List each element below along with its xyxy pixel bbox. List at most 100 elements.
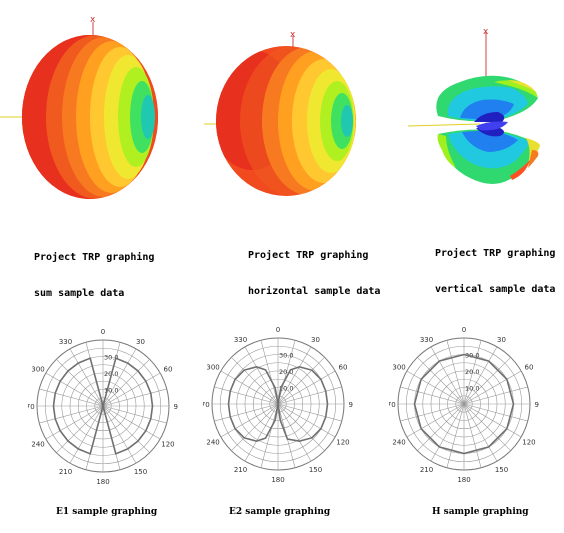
polar-caption-e1: E1 sample graphing xyxy=(56,507,158,517)
polar-spoke xyxy=(277,403,342,422)
polar-angle-tick: 330 xyxy=(420,336,433,344)
polar-spoke xyxy=(231,403,279,451)
pattern-3d-horizontal: x xyxy=(190,0,370,210)
polar-spoke xyxy=(214,403,279,422)
polar-series-line xyxy=(227,366,329,442)
polar-spoke xyxy=(463,386,528,405)
polar-spoke xyxy=(102,405,161,440)
pattern-3d-vertical: x xyxy=(390,0,564,210)
caption-vertical-line1: Project TRP graphing xyxy=(435,248,556,259)
polar-spoke xyxy=(69,405,104,464)
polar-spoke xyxy=(39,388,104,407)
z-axis-label: x xyxy=(90,15,96,25)
polar-spoke xyxy=(244,403,279,462)
polar-spoke xyxy=(277,370,336,405)
polar-spoke xyxy=(260,340,279,405)
polar-radial-tick: 10.0 xyxy=(104,387,118,395)
polar-series-line xyxy=(52,357,154,455)
polar-angle-tick: 90 xyxy=(174,403,178,411)
polar-spoke xyxy=(406,403,465,438)
polar-angle-tick: 60 xyxy=(163,366,172,374)
polar-radial-tick: 30.0 xyxy=(104,354,118,362)
caption-horizontal: Project TRP graphing horizontal sample d… xyxy=(248,226,380,310)
polar-angle-tick: 300 xyxy=(206,364,219,372)
polar-angle-tick: 240 xyxy=(31,441,44,449)
polar-spoke xyxy=(463,370,522,405)
polar-spoke xyxy=(463,346,498,405)
polar-angle-tick: 150 xyxy=(309,466,322,474)
polar-spoke xyxy=(102,405,137,464)
polar-angle-tick: 120 xyxy=(336,439,349,447)
polar-spoke xyxy=(430,403,465,462)
polar-spoke xyxy=(430,346,465,405)
polar-spoke xyxy=(277,357,325,405)
polar-spoke xyxy=(45,372,104,407)
polar-spoke xyxy=(446,403,465,468)
polar-chart-e1: 030609012015018021024027030033030.020.01… xyxy=(28,328,178,486)
polar-radial-tick: 20.0 xyxy=(465,368,479,376)
polar-angle-tick: 120 xyxy=(522,439,535,447)
polar-angle-tick: 0 xyxy=(462,326,466,334)
caption-sum-line1: Project TRP graphing xyxy=(34,252,155,263)
polar-spoke xyxy=(220,403,279,438)
polar-radial-tick: 30.0 xyxy=(465,352,479,360)
polar-spoke xyxy=(277,403,325,451)
polar-angle-tick: 0 xyxy=(101,328,105,336)
polar-spoke xyxy=(102,388,167,407)
pattern-3d-sum-svg: x xyxy=(0,15,158,199)
z-axis-label: x xyxy=(483,27,489,37)
polar-spoke xyxy=(400,386,465,405)
polar-radial-tick: 10.0 xyxy=(465,385,479,393)
polar-spoke xyxy=(406,370,465,405)
caption-sum-line2: sum sample data xyxy=(34,288,125,299)
polar-spoke xyxy=(277,386,342,405)
polar-spoke xyxy=(277,403,336,438)
z-axis-label: x xyxy=(290,30,296,40)
polar-spoke xyxy=(446,340,465,405)
polar-angle-tick: 210 xyxy=(420,466,433,474)
polar-caption-e2: E2 sample graphing xyxy=(229,507,331,517)
polar-angle-tick: 180 xyxy=(457,476,470,484)
polar-spoke xyxy=(231,357,279,405)
polar-spoke xyxy=(102,405,167,424)
polar-series-line xyxy=(413,353,515,455)
polar-spoke xyxy=(260,403,279,468)
polar-angle-tick: 210 xyxy=(59,468,72,476)
polar-spoke xyxy=(102,359,150,407)
polar-caption-h: H sample graphing xyxy=(432,507,529,517)
polar-radial-tick: 30.0 xyxy=(279,352,293,360)
polar-spoke xyxy=(277,403,312,462)
polar-angle-tick: 90 xyxy=(535,401,539,409)
polar-spoke xyxy=(463,340,482,405)
polar-angle-tick: 270 xyxy=(389,401,396,409)
polar-spoke xyxy=(400,403,465,422)
polar-angle-tick: 300 xyxy=(392,364,405,372)
polar-angle-tick: 240 xyxy=(392,439,405,447)
polar-spoke xyxy=(463,403,528,422)
caption-sum: Project TRP graphing sum sample data xyxy=(34,228,154,312)
polar-angle-tick: 60 xyxy=(524,364,533,372)
polar-chart-e2: 0 30 60 90 120 150 180 210 240 270 300 330 30.0 20.0 1… xyxy=(203,326,353,484)
polar-spoke xyxy=(463,403,498,462)
polar-spoke xyxy=(102,405,150,453)
polar-angle-tick: 120 xyxy=(161,441,174,449)
polar-angle-tick: 0 xyxy=(276,326,280,334)
polar-angle-tick: 270 xyxy=(203,401,210,409)
polar-radial-tick: 10.0 xyxy=(279,385,293,393)
polar-angle-tick: 300 xyxy=(31,366,44,374)
polar-angle-tick: 90 xyxy=(349,401,353,409)
polar-spoke xyxy=(102,372,161,407)
polar-angle-tick: 330 xyxy=(59,338,72,346)
polar-spoke xyxy=(463,357,511,405)
polar-angle-tick: 270 xyxy=(28,403,35,411)
polar-spoke xyxy=(277,340,296,405)
polar-spoke xyxy=(45,405,104,440)
polar-spoke xyxy=(214,386,279,405)
polar-angle-tick: 180 xyxy=(271,476,284,484)
caption-horizontal-line2: horizontal sample data xyxy=(248,286,381,297)
polar-spoke xyxy=(463,403,522,438)
polar-spoke xyxy=(56,359,104,407)
polar-spoke xyxy=(244,346,279,405)
polar-spoke xyxy=(417,357,465,405)
polar-angle-tick: 210 xyxy=(234,466,247,474)
